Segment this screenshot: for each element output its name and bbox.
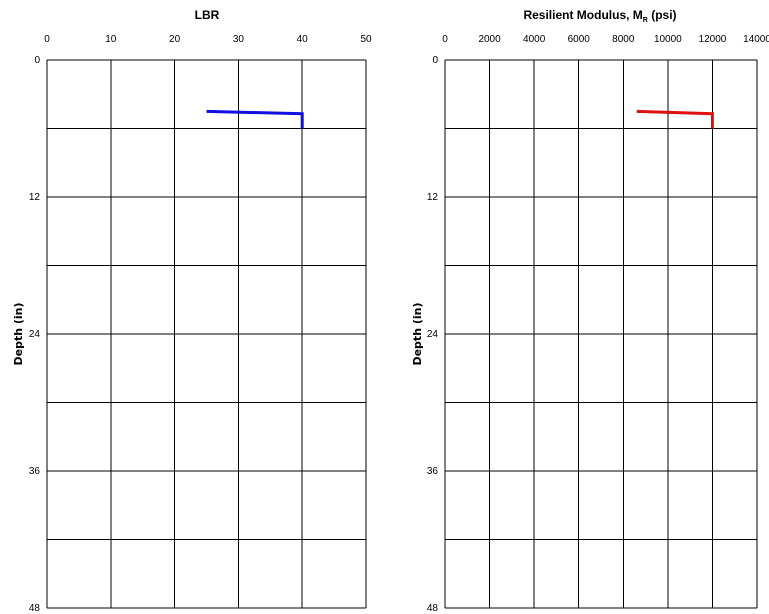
lbr-series-line xyxy=(206,109,304,129)
mr-series-line xyxy=(636,109,714,129)
mr-x-tick-label: 0 xyxy=(442,34,448,45)
mr-y-tick-label: 24 xyxy=(427,329,439,340)
lbr-y-tick-label: 48 xyxy=(29,603,41,614)
resilient-modulus-chart: Resilient Modulus, MR (psi) 0 2000 4000 6000… xyxy=(411,8,769,614)
mr-x-tick-label: 10000 xyxy=(654,34,682,45)
mr-x-tick-label: 2000 xyxy=(478,34,501,45)
mr-y-tick-label: 0 xyxy=(432,55,438,66)
lbr-x-tick-label: 20 xyxy=(169,34,181,45)
lbr-x-tick-label: 30 xyxy=(233,34,245,45)
lbr-x-tick-label: 50 xyxy=(360,34,372,45)
lbr-y-axis-label: Depth (in) xyxy=(12,302,25,365)
lbr-x-tick-label: 0 xyxy=(44,34,50,45)
mr-x-tick-label: 6000 xyxy=(568,34,591,45)
mr-y-axis-label: Depth (in) xyxy=(411,302,424,365)
mr-x-tick-label: 14000 xyxy=(743,34,769,45)
lbr-y-tick-label: 36 xyxy=(29,466,41,477)
mr-x-tick-label: 4000 xyxy=(523,34,546,45)
mr-x-tick-label: 8000 xyxy=(612,34,635,45)
lbr-y-tick-label: 24 xyxy=(29,329,41,340)
mr-y-tick-label: 48 xyxy=(427,603,439,614)
mr-y-tick-label: 36 xyxy=(427,466,439,477)
lbr-chart: LBR 0 10 20 30 40 50 0 12 24 36 48 Depth (in) xyxy=(12,8,372,614)
mr-y-tick-label: 12 xyxy=(427,192,439,203)
lbr-y-tick-label: 12 xyxy=(29,192,41,203)
lbr-y-tick-label: 0 xyxy=(34,55,40,66)
lbr-chart-title: LBR xyxy=(195,8,220,22)
mr-chart-title: Resilient Modulus, MR (psi) xyxy=(523,8,676,24)
lbr-x-tick-label: 10 xyxy=(105,34,117,45)
lbr-x-tick-label: 40 xyxy=(297,34,309,45)
mr-x-tick-label: 12000 xyxy=(699,34,727,45)
